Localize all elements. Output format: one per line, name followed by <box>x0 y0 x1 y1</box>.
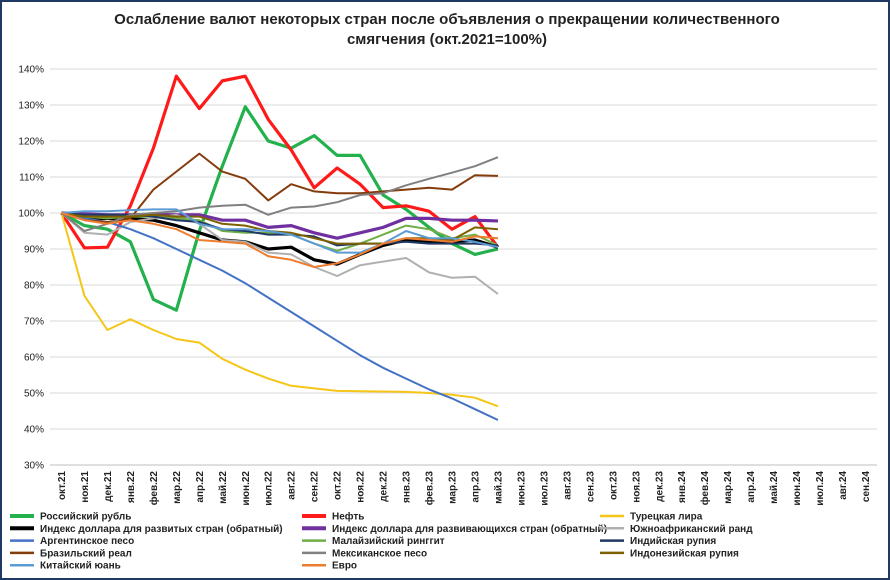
x-tick-label: ноя.21 <box>80 471 91 503</box>
x-tick-label: сен.23 <box>585 471 596 503</box>
x-tick-label: июл.22 <box>264 471 275 506</box>
y-tick-label: 40% <box>24 425 44 436</box>
series-line <box>60 212 499 408</box>
legend-label: Бразильский реал <box>40 548 132 559</box>
y-tick-label: 80% <box>24 281 44 292</box>
legend-label: Аргентинское песо <box>40 536 134 547</box>
y-tick-label: 50% <box>24 389 44 400</box>
legend-label: Южноафриканский ранд <box>630 523 753 535</box>
x-tick-label: мар.23 <box>448 471 459 504</box>
y-tick-label: 120% <box>18 137 44 148</box>
series-line <box>60 74 500 250</box>
legend-label: Мексиканское песо <box>332 548 427 559</box>
y-tick-label: 110% <box>19 173 44 184</box>
x-tick-label: ноя.22 <box>356 471 367 503</box>
x-tick-label: янв.24 <box>677 471 688 503</box>
x-tick-label: дек.22 <box>379 471 390 502</box>
x-tick-label: янв.22 <box>126 471 137 503</box>
y-tick-label: 100% <box>18 209 44 220</box>
x-tick-label: апр.22 <box>195 471 206 503</box>
legend-label: Евро <box>332 561 357 572</box>
series-line <box>61 212 499 268</box>
y-tick-label: 140% <box>18 65 44 76</box>
x-tick-label: фев.23 <box>424 471 436 506</box>
chart-title: Ослабление валют некоторых стран после о… <box>114 11 780 48</box>
x-tick-label: янв.23 <box>402 471 413 503</box>
series-line <box>61 208 499 254</box>
x-tick-label: дек.21 <box>103 471 114 502</box>
legend-label: Индекс доллара для развитых стран (обрат… <box>40 523 283 535</box>
x-tick-label: сен.22 <box>310 471 321 503</box>
legend-label: Индонезийская рупия <box>630 548 739 559</box>
x-tick-label: фев.24 <box>699 471 711 506</box>
x-tick-label: апр.24 <box>746 471 757 503</box>
x-tick-label: окт.23 <box>608 471 619 500</box>
x-tick-label: окт.21 <box>57 471 68 500</box>
legend-label: Индийская рупия <box>630 536 716 547</box>
x-tick-label: мар.22 <box>172 471 183 504</box>
x-tick-label: авг.22 <box>287 471 298 500</box>
x-tick-label: июн.23 <box>516 471 527 506</box>
x-tick-label: авг.23 <box>562 471 573 500</box>
x-tick-label: авг.24 <box>838 471 849 500</box>
series-line <box>60 156 499 232</box>
y-tick-label: 90% <box>24 245 44 256</box>
series-line <box>61 212 499 421</box>
legend-label: Индекс доллара для развивающихся стран (… <box>332 523 607 535</box>
y-tick-label: 60% <box>24 353 44 364</box>
x-tick-label: июл.24 <box>815 471 826 506</box>
x-tick-label: ноя.23 <box>631 471 642 503</box>
x-tick-label: дек.23 <box>654 471 665 502</box>
series-line <box>60 105 499 312</box>
x-tick-label: июн.22 <box>241 471 252 506</box>
x-tick-label: июн.24 <box>792 471 803 506</box>
x-tick-label: мар.24 <box>723 471 734 504</box>
x-tick-label: сен.24 <box>861 471 872 503</box>
x-tick-label: май.22 <box>218 471 229 504</box>
legend-label: Китайский юань <box>40 561 121 572</box>
x-tick-label: май.24 <box>769 471 780 504</box>
x-tick-label: окт.22 <box>333 471 344 500</box>
x-tick-label: май.23 <box>493 471 504 504</box>
legend-label: Нефть <box>332 511 364 523</box>
y-tick-label: 30% <box>24 461 44 472</box>
y-tick-label: 70% <box>24 317 44 328</box>
legend-label: Малайзийский ринггит <box>332 536 445 547</box>
x-tick-label: июл.23 <box>539 471 550 506</box>
x-tick-label: апр.23 <box>470 471 481 503</box>
y-tick-label: 130% <box>18 101 44 112</box>
x-tick-label: фев.22 <box>148 471 160 506</box>
legend-label: Турецкая лира <box>630 512 703 523</box>
legend-label: Российский рубль <box>40 511 131 523</box>
series-line <box>61 211 499 266</box>
